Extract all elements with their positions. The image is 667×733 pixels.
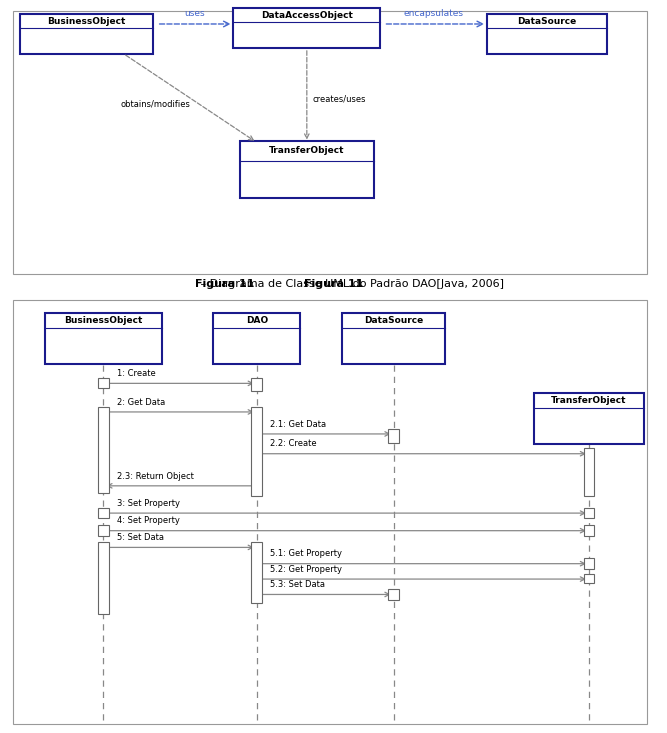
Text: 2.3: Return Object: 2.3: Return Object: [117, 471, 193, 481]
Text: BusinessObject: BusinessObject: [64, 316, 143, 325]
Bar: [213, 313, 300, 364]
Text: Figura 11 – Diagrama de Classe UML do Padrão DAO[Java, 2006]: Figura 11 – Diagrama de Classe UML do Pa…: [154, 279, 513, 289]
Text: 4: Set Property: 4: Set Property: [117, 517, 179, 526]
Text: uses: uses: [185, 10, 205, 18]
Text: BusinessObject: BusinessObject: [47, 17, 126, 26]
Bar: [487, 14, 607, 54]
Bar: [584, 574, 594, 583]
Text: 5.3: Set Data: 5.3: Set Data: [270, 581, 325, 589]
Text: 1: Create: 1: Create: [117, 369, 155, 378]
Bar: [342, 313, 446, 364]
Text: DataSource: DataSource: [364, 316, 423, 325]
Bar: [388, 589, 399, 600]
Bar: [45, 313, 161, 364]
Text: DAO: DAO: [245, 316, 268, 325]
Bar: [98, 407, 109, 493]
Bar: [98, 377, 109, 388]
Text: Figura 11: Figura 11: [303, 279, 364, 289]
Bar: [584, 526, 594, 536]
Bar: [251, 407, 262, 496]
Bar: [251, 542, 262, 603]
Text: TransferObject: TransferObject: [551, 397, 626, 405]
Bar: [20, 14, 153, 54]
Bar: [534, 393, 644, 443]
Text: Figura 11: Figura 11: [195, 279, 255, 289]
Text: DataAccessObject: DataAccessObject: [261, 11, 353, 20]
Text: obtains/modifies: obtains/modifies: [120, 100, 190, 109]
Bar: [584, 449, 594, 496]
Bar: [98, 526, 109, 536]
Text: 2: Get Data: 2: Get Data: [117, 398, 165, 407]
Bar: [98, 508, 109, 518]
Text: 2.2: Create: 2.2: Create: [270, 440, 317, 449]
Bar: [584, 508, 594, 518]
Text: TransferObject: TransferObject: [269, 147, 345, 155]
Bar: [584, 559, 594, 569]
Bar: [98, 542, 109, 614]
Text: creates/uses: creates/uses: [312, 95, 366, 103]
Bar: [251, 377, 262, 391]
Text: – Diagrama de Classe UML do Padrão DAO[Java, 2006]: – Diagrama de Classe UML do Padrão DAO[J…: [163, 279, 504, 289]
Text: 5.2: Get Property: 5.2: Get Property: [270, 565, 342, 574]
Bar: [233, 9, 380, 48]
Text: 2.1: Get Data: 2.1: Get Data: [270, 420, 326, 429]
Text: encapsulates: encapsulates: [404, 10, 464, 18]
Text: 5: Set Data: 5: Set Data: [117, 533, 163, 542]
Bar: [240, 141, 374, 197]
Text: 5.1: Get Property: 5.1: Get Property: [270, 550, 342, 559]
Text: DataSource: DataSource: [518, 17, 576, 26]
Text: 3: Set Property: 3: Set Property: [117, 499, 179, 508]
Bar: [388, 429, 399, 443]
